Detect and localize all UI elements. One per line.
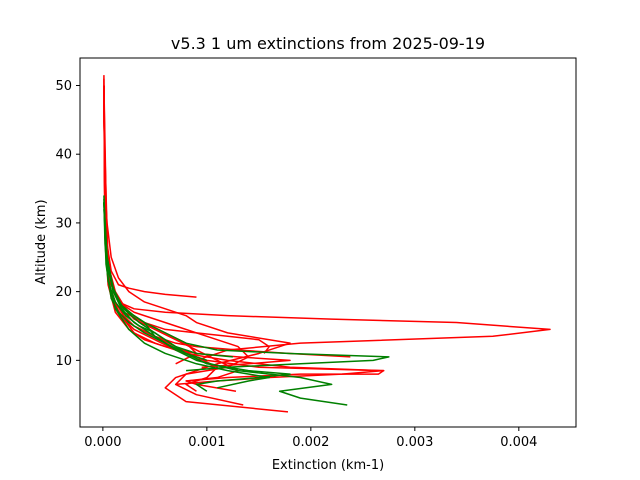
x-axis-ticks: 0.000 0.001 0.002 0.003 0.004	[84, 427, 537, 450]
y-axis-ticks: 10 20 30 40 50	[55, 79, 80, 369]
x-tick-label: 0.003	[396, 435, 433, 450]
series-line-green-19	[103, 202, 177, 351]
y-tick-label: 40	[55, 148, 72, 163]
chart-title: v5.3 1 um extinctions from 2025-09-19	[171, 34, 485, 53]
y-tick-label: 10	[55, 354, 72, 369]
y-tick-label: 30	[55, 216, 72, 231]
series-line-green-15	[103, 209, 270, 389]
series-line-green-18	[103, 198, 208, 362]
y-tick-label: 50	[55, 79, 72, 94]
y-tick-label: 20	[55, 285, 72, 300]
series-line-red-9	[103, 85, 551, 362]
series-layer	[103, 75, 551, 413]
plot-area	[80, 58, 576, 427]
y-axis-title: Altitude (km)	[34, 199, 49, 284]
x-tick-label: 0.001	[188, 435, 225, 450]
x-tick-label: 0.002	[292, 435, 329, 450]
x-tick-label: 0.000	[84, 435, 121, 450]
x-axis-title: Extinction (km-1)	[272, 458, 384, 473]
plot-frame	[79, 57, 577, 428]
x-tick-label: 0.004	[500, 435, 537, 450]
